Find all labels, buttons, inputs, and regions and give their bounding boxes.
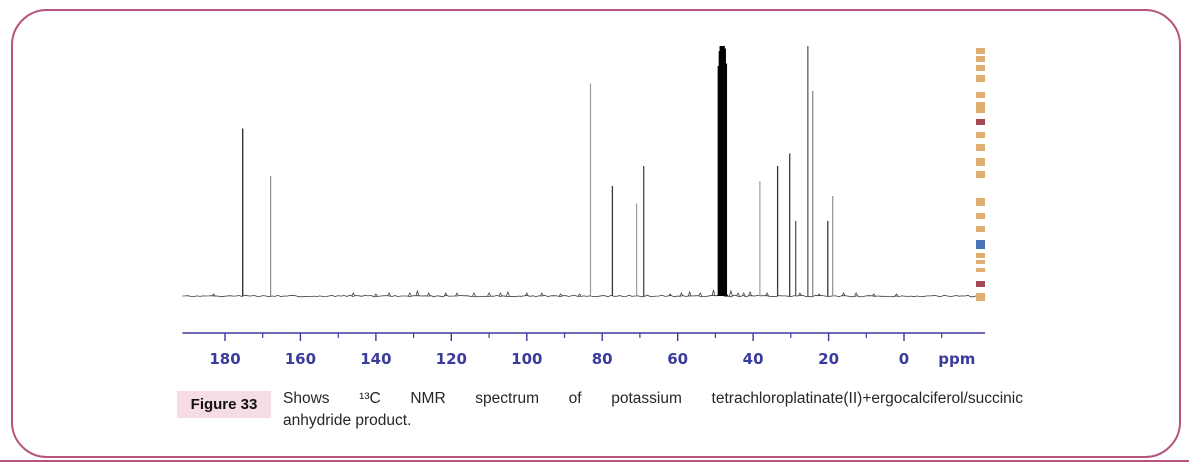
figure-border-frame [11,9,1181,458]
figure-label-box: Figure 33 [177,391,271,418]
nmr-spectrum-plot: 180 160 140 120 100 80 60 40 20 0 ppm [182,46,986,368]
svg-text:160: 160 [285,350,316,368]
caption-line-1: Shows ¹³C NMR spectrum of potassium tetr… [283,390,1023,407]
svg-text:100: 100 [511,350,542,368]
figure-label: Figure 33 [190,396,258,413]
page-divider-line [0,460,1189,462]
svg-text:40: 40 [743,350,764,368]
svg-text:180: 180 [209,350,240,368]
figure-caption: Shows ¹³C NMR spectrum of potassium tetr… [283,388,1023,431]
svg-text:60: 60 [667,350,688,368]
svg-text:80: 80 [592,350,613,368]
caption-line-2: anhydride product. [283,411,412,429]
svg-text:140: 140 [360,350,391,368]
svg-text:ppm: ppm [938,350,975,368]
svg-text:0: 0 [899,350,909,368]
svg-text:120: 120 [436,350,467,368]
svg-text:20: 20 [818,350,839,368]
